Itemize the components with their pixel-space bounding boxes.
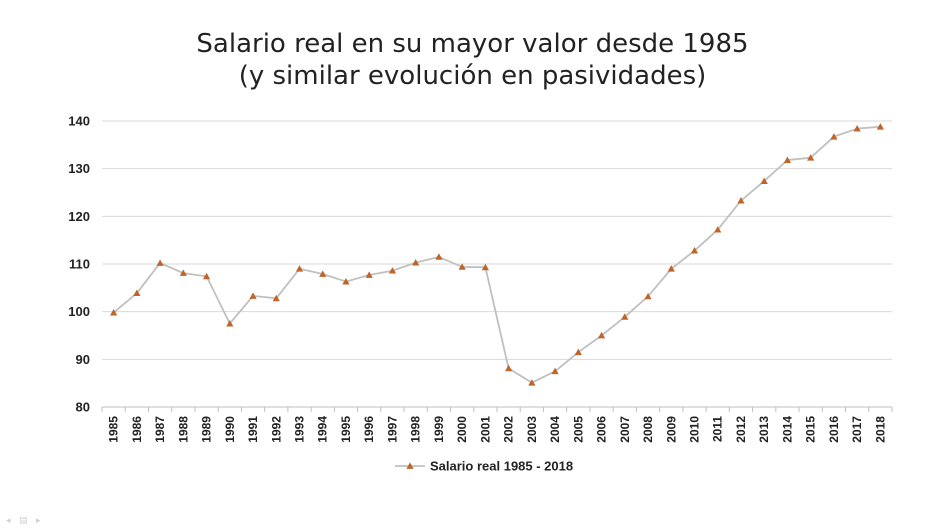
x-tick-label: 1995 [339,416,353,443]
x-tick-label: 2013 [757,416,771,443]
x-axis-ticks: 1985 1986 1987 1988 1989 1990 1991 1992 1993 1994… [101,407,893,443]
data-point [528,379,536,386]
x-tick-label: 1989 [200,416,214,443]
x-tick-label: 1997 [385,416,399,443]
x-tick-label: 2015 [804,416,818,443]
chart-title: Salario real en su mayor valor desde 198… [0,28,945,92]
x-tick-label: 2002 [502,416,516,443]
y-tick-label: 100 [68,304,90,319]
data-point [807,154,815,161]
x-tick-label: 1994 [316,416,330,443]
x-tick-label: 1985 [107,416,121,443]
data-point [110,309,118,316]
data-point [551,367,559,375]
data-point [481,263,489,271]
y-tick-label: 130 [68,161,90,176]
data-point [760,177,768,184]
x-tick-label: 2000 [455,416,469,443]
chart-title-line-2: (y similar evolución en pasividades) [238,61,707,91]
y-tick-label: 110 [69,257,90,272]
x-tick-label: 2014 [780,416,794,443]
legend: Salario real 1985 - 2018 [395,459,573,474]
y-axis-ticks: 80 90 100 110 120 130 140 [68,114,90,415]
data-point [156,259,164,266]
x-tick-label: 1998 [409,416,423,443]
x-tick-label: 2008 [641,416,655,443]
data-point [272,294,280,302]
data-point [737,197,745,204]
data-point [621,313,629,320]
x-tick-label: 2001 [478,416,492,443]
series-line [113,125,881,384]
legend-label: Salario real 1985 - 2018 [430,459,573,474]
x-tick-label: 2005 [571,416,585,443]
x-tick-label: 1991 [246,416,260,443]
legend-marker-swatch [406,462,414,469]
x-tick-label: 2018 [873,416,887,443]
x-tick-label: 2017 [850,416,864,443]
x-tick-label: 1986 [130,416,144,443]
x-tick-label: 2009 [664,416,678,443]
x-tick-label: 1999 [432,416,446,443]
x-tick-label: 2006 [595,416,609,443]
data-point [714,226,722,233]
data-point [690,247,699,254]
data-point [388,267,397,274]
x-tick-label: 1987 [153,416,167,443]
data-point [458,263,466,270]
x-tick-label: 1993 [293,416,307,443]
data-point [435,253,443,260]
data-point [133,289,141,296]
x-tick-label: 2004 [548,416,562,443]
data-point [342,278,350,285]
data-point [319,270,327,277]
data-point [876,123,884,130]
gridlines [102,120,892,408]
slide-controls[interactable]: ◂ ▤ ▸ [6,515,44,525]
data-point [667,265,675,272]
chart-title-line-1: Salario real en su mayor valor desde 198… [196,29,749,59]
data-point [226,319,234,327]
x-tick-label: 2012 [734,416,748,443]
data-point [412,258,420,266]
x-tick-label: 2003 [525,416,539,443]
data-point [249,292,257,299]
data-point [644,292,652,300]
y-tick-label: 90 [76,352,90,367]
data-point [295,265,304,272]
data-point [830,133,838,140]
data-point [597,331,606,339]
x-tick-label: 1988 [176,416,190,443]
x-tick-label: 1990 [223,416,237,443]
x-tick-label: 2011 [711,416,725,442]
series-salario-real [110,123,884,386]
data-point [853,125,861,132]
x-tick-label: 1996 [362,416,376,443]
data-point [365,271,373,278]
y-tick-label: 140 [68,114,90,129]
x-tick-label: 1992 [269,416,283,443]
y-tick-label: 80 [76,400,90,415]
x-tick-label: 2007 [618,416,632,443]
data-point [202,272,211,280]
x-tick-label: 2010 [688,416,702,443]
data-point [783,156,792,163]
x-tick-label: 2016 [827,416,841,443]
data-point [505,364,513,372]
data-point [574,348,582,356]
y-tick-label: 120 [68,209,90,224]
data-point [179,269,187,276]
